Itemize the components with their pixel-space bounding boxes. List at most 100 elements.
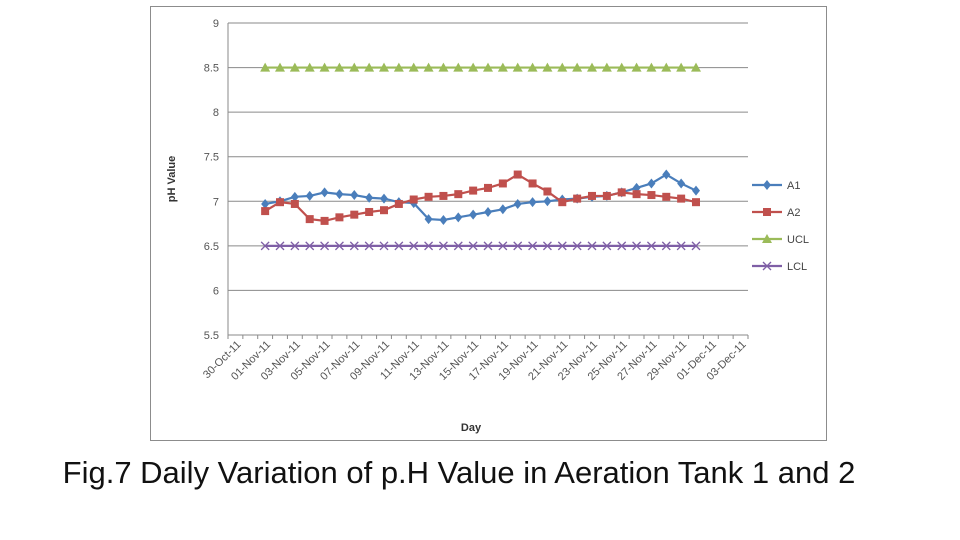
data-point <box>676 241 686 251</box>
data-point <box>276 198 284 207</box>
legend: A1 A2 UCL LCL <box>752 180 809 273</box>
data-point <box>320 187 329 198</box>
legend-item-a2: A2 <box>752 207 800 219</box>
data-point <box>543 196 552 207</box>
series-ucl <box>260 62 701 72</box>
data-point <box>617 188 626 197</box>
data-point <box>469 209 478 220</box>
y-tick-label: 8.5 <box>204 63 219 75</box>
y-tick-labels: 9 8.5 8 7.5 7 6.5 6 5.5 <box>204 18 219 342</box>
data-point <box>512 62 523 72</box>
data-point <box>646 241 656 251</box>
data-point <box>409 241 419 251</box>
data-point <box>335 213 344 222</box>
data-point <box>438 62 449 72</box>
data-point <box>661 241 671 251</box>
y-tick-label: 6.5 <box>204 241 219 253</box>
y-tick-label: 7.5 <box>204 152 219 164</box>
data-point <box>762 234 772 243</box>
data-point <box>527 62 538 72</box>
data-point <box>484 183 492 192</box>
data-point <box>424 192 433 201</box>
series-layer <box>260 62 701 251</box>
data-point <box>588 191 596 200</box>
data-point <box>305 215 314 224</box>
data-point <box>498 204 507 215</box>
data-point <box>468 241 478 251</box>
data-point <box>497 62 508 72</box>
data-point <box>572 62 583 72</box>
data-point <box>602 191 611 200</box>
data-point <box>380 206 388 215</box>
data-point <box>290 199 299 208</box>
legend-item-a1: A1 <box>752 180 800 192</box>
data-point <box>394 199 403 208</box>
data-point <box>380 193 388 204</box>
y-tick-label: 6 <box>213 285 219 297</box>
data-point <box>763 208 771 216</box>
data-point <box>647 178 656 189</box>
legend-label: UCL <box>787 234 809 246</box>
data-point <box>602 241 612 251</box>
y-axis-title: pH Value <box>166 156 178 202</box>
data-point <box>394 241 404 251</box>
data-point <box>275 62 285 72</box>
data-point <box>453 241 463 251</box>
y-tick-label: 7 <box>213 196 219 208</box>
data-point <box>601 62 612 72</box>
data-point <box>469 186 478 195</box>
data-point <box>677 194 686 203</box>
data-point <box>483 241 493 251</box>
series-a2 <box>261 170 700 225</box>
data-point <box>542 241 552 251</box>
data-point <box>453 62 464 72</box>
data-point <box>662 192 671 201</box>
data-point <box>350 210 359 219</box>
data-point <box>513 170 522 179</box>
figure-caption: Fig.7 Daily Variation of p.H Value in Ae… <box>62 455 856 490</box>
data-point <box>558 198 567 207</box>
data-point <box>334 241 344 251</box>
x-axis-title: Day <box>461 422 482 434</box>
data-point <box>762 261 772 271</box>
legend-label: A2 <box>787 207 800 219</box>
data-point <box>662 169 671 180</box>
data-point <box>289 62 300 72</box>
data-point <box>587 62 597 72</box>
data-point <box>290 191 299 202</box>
data-point <box>572 241 582 251</box>
data-point <box>483 62 493 72</box>
legend-label: LCL <box>787 261 807 273</box>
data-point <box>632 190 641 199</box>
legend-item-ucl: UCL <box>752 234 809 246</box>
data-point <box>334 62 345 72</box>
data-point <box>557 241 567 251</box>
data-point <box>393 62 404 72</box>
series-lcl <box>260 241 701 251</box>
data-point <box>409 195 418 204</box>
data-point <box>290 241 300 251</box>
data-point <box>498 179 507 188</box>
data-point <box>691 241 701 251</box>
data-point <box>691 62 701 72</box>
data-point <box>616 62 627 72</box>
data-point <box>320 216 329 225</box>
legend-item-lcl: LCL <box>752 261 807 273</box>
legend-label: A1 <box>787 180 800 192</box>
series-line-a1 <box>264 173 697 222</box>
data-point <box>528 197 537 208</box>
data-point <box>261 207 270 216</box>
data-point <box>439 215 448 226</box>
data-point <box>260 241 270 251</box>
data-point <box>305 241 315 251</box>
data-point <box>423 62 434 72</box>
data-point <box>379 62 389 72</box>
data-point <box>365 192 374 203</box>
data-point <box>424 241 434 251</box>
data-point <box>631 62 642 72</box>
data-point <box>484 206 492 217</box>
data-point <box>261 198 270 209</box>
y-tick-label: 8 <box>213 107 219 119</box>
y-tick-label: 9 <box>213 18 219 30</box>
data-point <box>646 62 657 72</box>
